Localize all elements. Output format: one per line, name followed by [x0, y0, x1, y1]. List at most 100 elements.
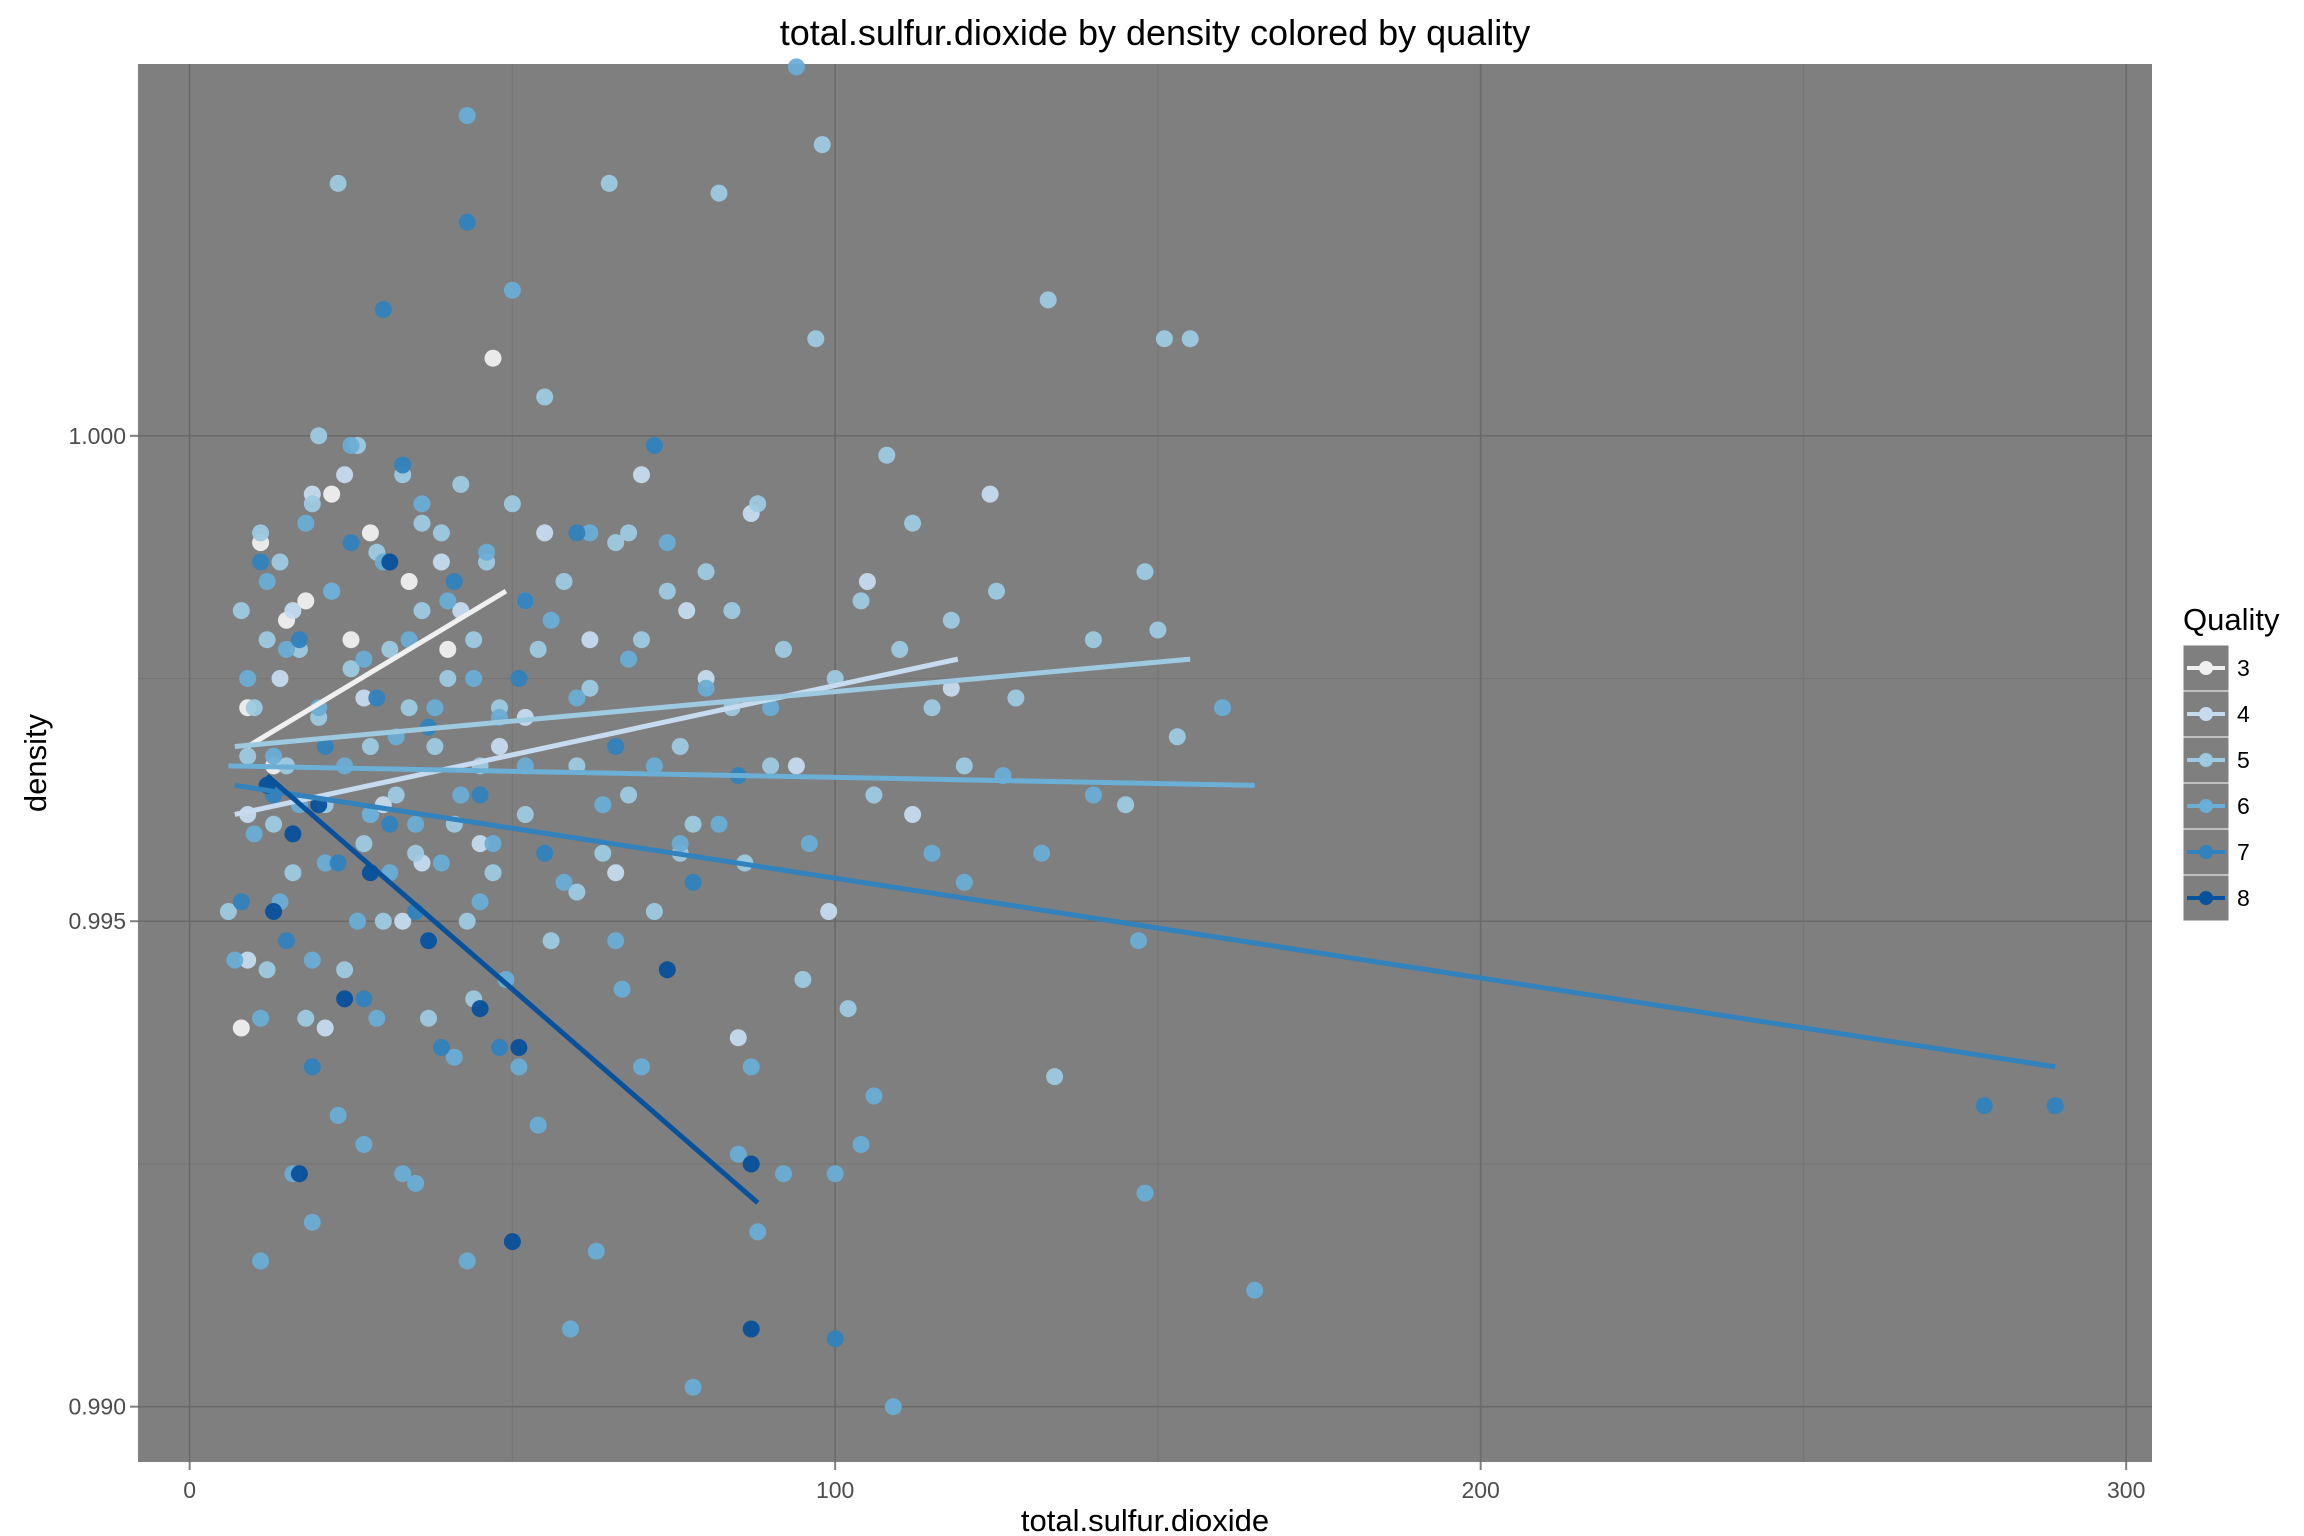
point-quality-3 — [361, 524, 379, 542]
point-quality-4 — [336, 466, 354, 484]
point-quality-4 — [239, 951, 257, 969]
point-quality-5 — [645, 903, 663, 920]
point-quality-5 — [542, 932, 560, 950]
point-quality-6 — [607, 932, 625, 950]
point-quality-7 — [278, 932, 295, 950]
point-quality-6 — [562, 1320, 579, 1338]
point-quality-3 — [342, 631, 360, 649]
point-quality-5 — [329, 174, 347, 192]
point-quality-5 — [420, 1009, 437, 1027]
point-quality-6 — [303, 951, 321, 969]
point-quality-6 — [633, 1058, 650, 1076]
point-quality-6 — [710, 815, 728, 833]
point-quality-7 — [342, 534, 360, 552]
point-quality-5 — [1084, 631, 1102, 649]
point-quality-4 — [316, 1019, 334, 1037]
point-quality-7 — [458, 213, 476, 231]
point-quality-5 — [361, 738, 379, 755]
point-quality-5 — [697, 563, 715, 581]
point-quality-6 — [581, 524, 599, 542]
plot-panel — [138, 64, 2152, 1462]
point-quality-6 — [729, 1145, 747, 1163]
point-quality-5 — [794, 971, 812, 988]
point-quality-6 — [749, 1223, 767, 1241]
point-quality-5 — [413, 602, 431, 620]
legend-point-4 — [2199, 707, 2213, 721]
point-quality-5 — [336, 961, 354, 979]
point-quality-6 — [542, 611, 560, 629]
point-quality-6 — [355, 650, 373, 668]
point-quality-6 — [503, 281, 521, 299]
point-quality-5 — [426, 738, 444, 755]
point-quality-5 — [355, 835, 373, 853]
trend-line-quality-4 — [234, 656, 959, 817]
point-quality-7 — [232, 893, 250, 911]
point-quality-4 — [904, 806, 922, 823]
x-axis-title: total.sulfur.dioxide — [1021, 1503, 1269, 1536]
point-quality-6 — [697, 679, 715, 697]
point-quality-6 — [671, 835, 689, 853]
point-quality-5 — [310, 427, 328, 445]
point-quality-3 — [400, 573, 418, 590]
point-quality-6 — [594, 796, 612, 814]
point-quality-6 — [884, 1398, 902, 1416]
point-quality-6 — [1214, 699, 1231, 717]
point-quality-6 — [568, 689, 586, 707]
point-quality-6 — [1130, 932, 1147, 950]
point-quality-5 — [1136, 563, 1154, 581]
point-quality-8 — [658, 961, 676, 979]
point-quality-3 — [439, 640, 457, 658]
point-quality-5 — [988, 582, 1005, 600]
point-quality-7 — [491, 1039, 508, 1056]
point-quality-5 — [265, 815, 283, 833]
point-quality-6 — [303, 1213, 321, 1231]
trend-line-quality-3 — [246, 589, 508, 749]
point-quality-7 — [394, 456, 412, 474]
point-quality-5 — [620, 786, 638, 804]
point-quality-5 — [374, 912, 392, 930]
point-quality-5 — [904, 514, 922, 532]
point-quality-7 — [316, 738, 334, 755]
point-quality-5 — [439, 670, 457, 687]
point-quality-6 — [407, 815, 425, 833]
point-quality-6 — [252, 1252, 270, 1270]
point-quality-6 — [742, 1058, 760, 1076]
legend-label-3: 3 — [2237, 655, 2250, 681]
point-quality-5 — [955, 757, 973, 775]
legend-label-8: 8 — [2237, 885, 2250, 911]
point-quality-4 — [271, 670, 289, 687]
trend-line-quality-7 — [234, 782, 2056, 1070]
point-quality-5 — [1046, 1068, 1064, 1086]
point-quality-7 — [568, 524, 586, 542]
point-quality-5 — [400, 699, 418, 717]
point-quality-6 — [787, 58, 805, 76]
point-quality-8 — [742, 1155, 760, 1173]
point-quality-6 — [407, 1174, 425, 1192]
point-quality-7 — [516, 592, 534, 610]
point-quality-6 — [1084, 786, 1102, 804]
point-quality-6 — [458, 107, 476, 124]
point-quality-8 — [420, 932, 437, 950]
point-quality-7 — [826, 1330, 844, 1348]
point-quality-7 — [303, 1058, 321, 1076]
point-quality-7 — [445, 573, 463, 590]
y-axis-ticks: 0.990 0.995 1.000 — [68, 423, 138, 1420]
point-quality-5 — [878, 446, 896, 464]
y-tick-label: 0.995 — [68, 908, 126, 934]
chart-title: total.sulfur.dioxide by density colored … — [780, 12, 1530, 53]
x-tick-label: 100 — [816, 1477, 854, 1503]
point-quality-6 — [439, 592, 457, 610]
point-quality-7 — [684, 873, 702, 891]
point-quality-8 — [336, 990, 354, 1008]
point-quality-6 — [775, 1165, 792, 1183]
point-quality-6 — [349, 912, 366, 930]
point-quality-6 — [368, 1009, 386, 1027]
point-quality-5 — [568, 883, 586, 901]
point-quality-4 — [394, 912, 412, 930]
legend-label-7: 7 — [2237, 839, 2250, 865]
point-quality-4 — [820, 903, 838, 920]
point-quality-8 — [742, 1320, 760, 1338]
point-quality-5 — [465, 631, 483, 649]
point-quality-3 — [484, 349, 502, 367]
legend-label-6: 6 — [2237, 793, 2250, 819]
